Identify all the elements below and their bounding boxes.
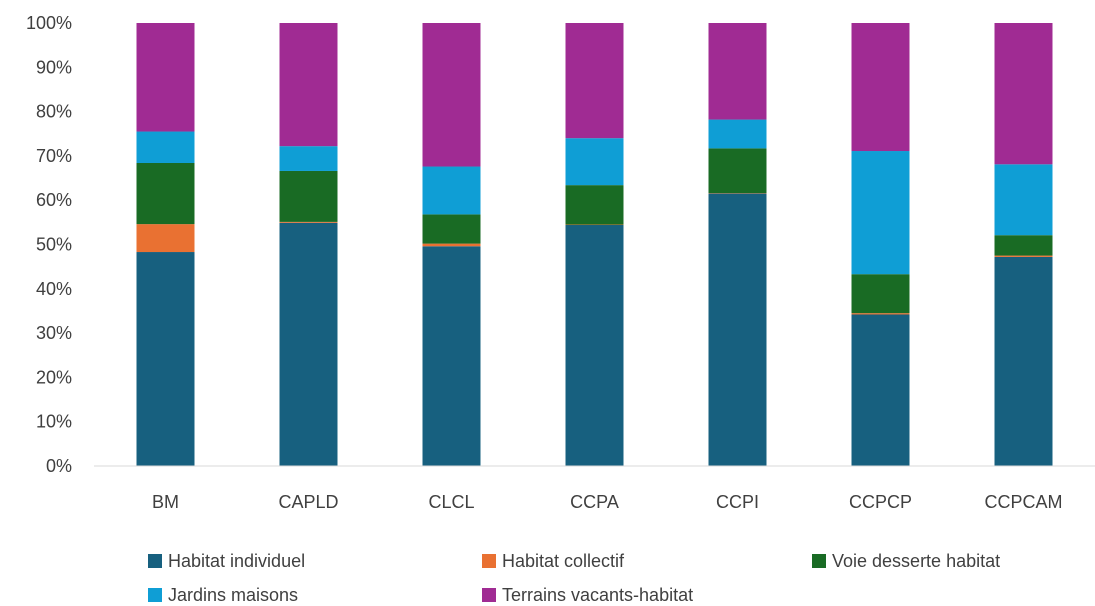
bar-segment [708,148,767,194]
bar-segment [422,246,481,466]
y-tick-label: 60% [36,190,72,210]
legend-swatch [148,554,162,568]
y-tick-label: 10% [36,412,72,432]
bar-segment [994,235,1053,256]
y-tick-label: 80% [36,102,72,122]
bar-segment [565,23,624,139]
bar-segment [565,185,624,225]
bar-segment [994,256,1053,466]
bar-segment [565,138,624,186]
bar-segment [136,162,195,225]
y-axis: 0% 10% 20% 30% 40% 50% 60% 70% 80% 90% 100% [26,13,72,476]
bar-segment [851,151,910,275]
bar-segment [422,23,481,167]
legend-label: Terrains vacants-habitat [502,585,693,605]
bar-segment [136,252,195,466]
x-tick-label: CCPA [570,492,619,512]
bar-segment [851,274,910,314]
legend: Habitat individuel Habitat collectif Voie … [148,551,1000,605]
y-tick-label: 40% [36,279,72,299]
x-tick-label: CCPI [716,492,759,512]
x-tick-label: BM [152,492,179,512]
bar-segment [279,222,338,466]
y-tick-label: 100% [26,13,72,33]
y-tick-label: 50% [36,235,72,255]
legend-swatch [148,588,162,602]
bar-segment [279,170,338,222]
bar-segment [994,23,1053,165]
bar-segment [708,119,767,149]
bar-segment [279,146,338,171]
bars [136,23,1053,466]
bar-segment [136,23,195,132]
bar-segment [565,225,624,466]
legend-swatch [812,554,826,568]
legend-label: Habitat collectif [502,551,625,571]
y-tick-label: 30% [36,323,72,343]
legend-swatch [482,554,496,568]
bar-segment [422,166,481,215]
x-tick-label: CCPCAM [984,492,1062,512]
bar-segment [851,23,910,152]
bar-segment [708,23,767,120]
y-tick-label: 70% [36,146,72,166]
bar-segment [279,221,338,223]
legend-label: Habitat individuel [168,551,305,571]
bar-segment [708,193,767,466]
bar-segment [279,23,338,147]
bar-segment [136,224,195,253]
bar-segment [422,214,481,244]
bar-segment [136,131,195,163]
y-tick-label: 0% [46,456,72,476]
bar-segment [994,164,1053,236]
legend-swatch [482,588,496,602]
x-tick-label: CLCL [428,492,474,512]
x-tick-label: CCPCP [849,492,912,512]
bar-segment [422,243,481,247]
y-tick-label: 90% [36,57,72,77]
y-tick-label: 20% [36,367,72,387]
legend-label: Jardins maisons [168,585,298,605]
x-axis: BM CAPLD CLCL CCPA CCPI CCPCP CCPCAM [152,492,1063,512]
bar-segment [994,255,1053,257]
bar-segment [851,313,910,315]
legend-label: Voie desserte habitat [832,551,1000,571]
x-tick-label: CAPLD [278,492,338,512]
bar-segment [851,314,910,466]
